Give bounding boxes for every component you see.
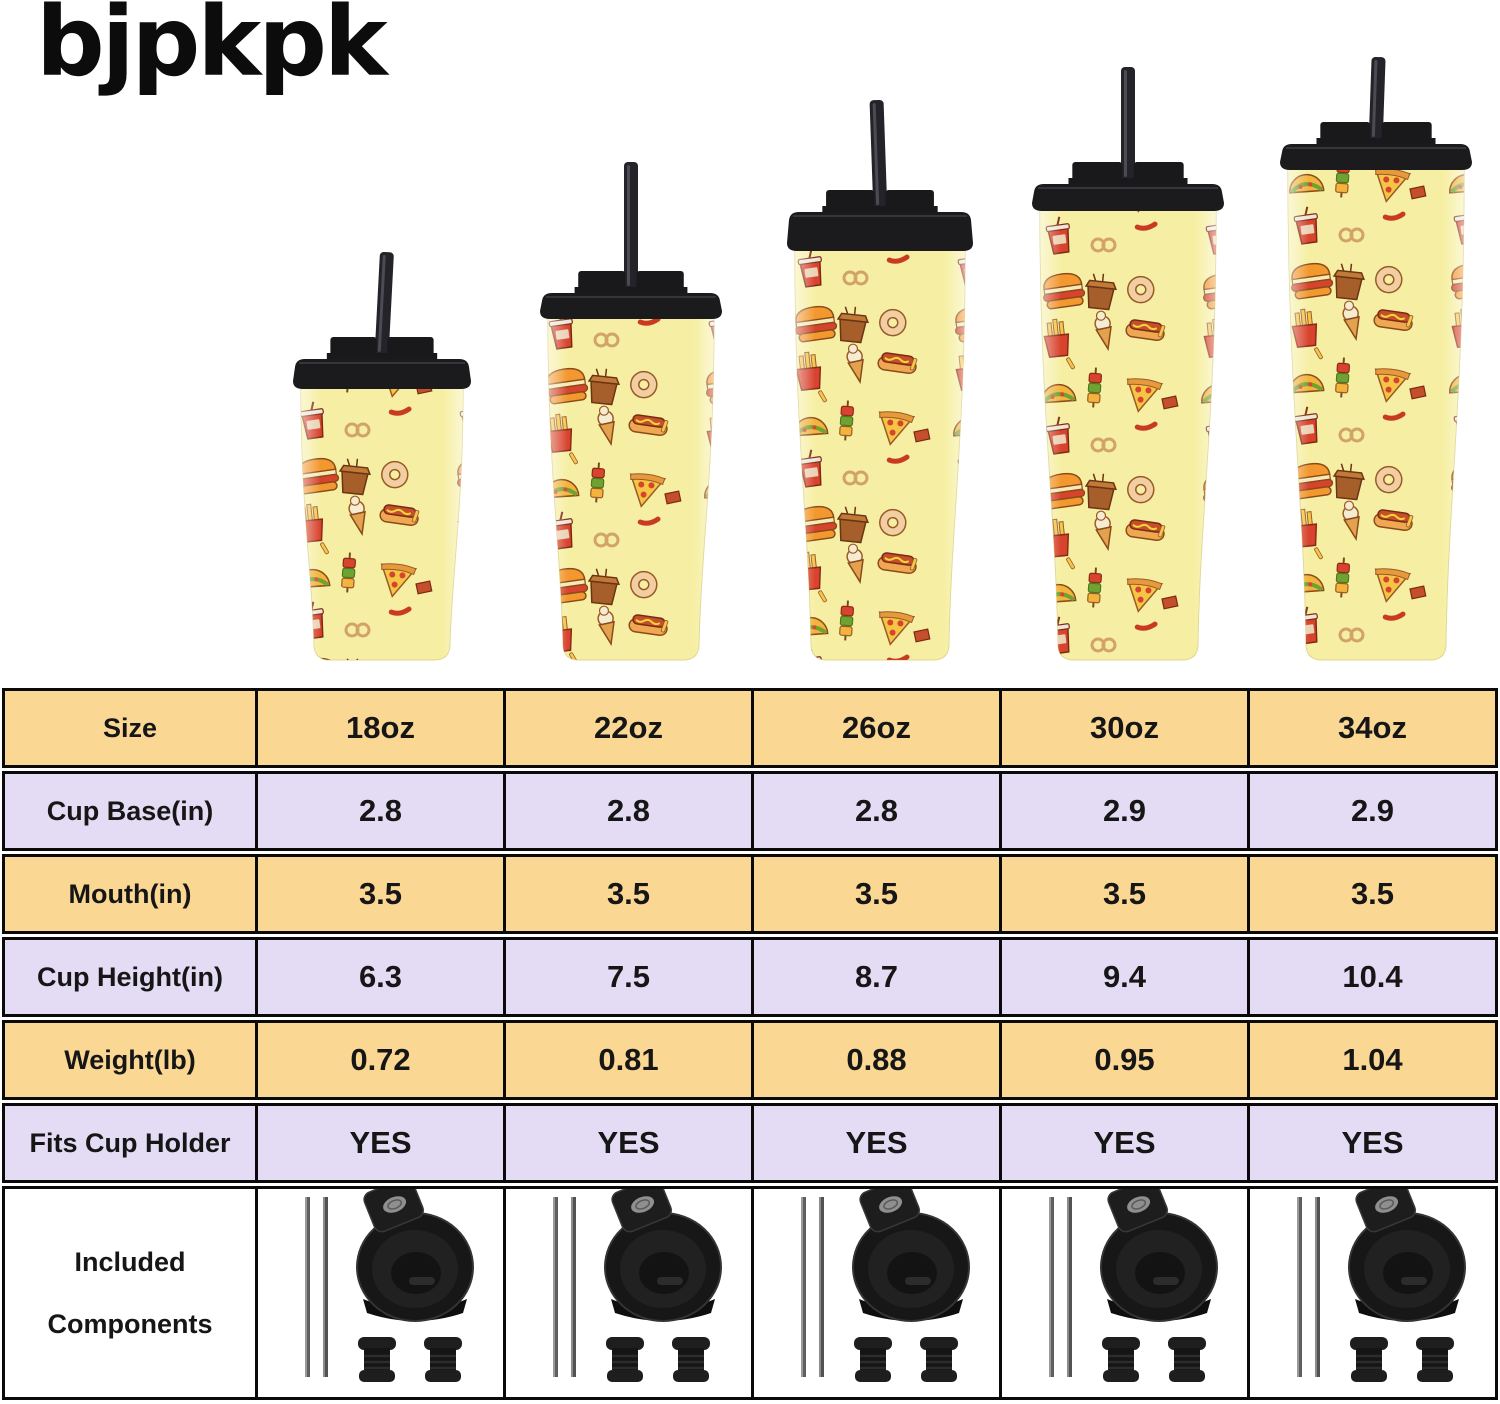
spec-value: 3.5 xyxy=(1002,857,1250,931)
spec-value: 7.5 xyxy=(506,940,754,1014)
spec-value: 8.7 xyxy=(754,940,1002,1014)
spec-value-size-26oz: 26oz xyxy=(754,691,1002,765)
spec-value: 2.8 xyxy=(506,774,754,848)
spec-row-label: Mouth(in) xyxy=(5,857,258,931)
spec-value: 9.4 xyxy=(1002,940,1250,1014)
spec-row-label: Included Components xyxy=(5,1189,258,1397)
spec-value: 3.5 xyxy=(506,857,754,931)
spec-value: 0.81 xyxy=(506,1023,754,1097)
spec-value: 10.4 xyxy=(1342,959,1403,994)
tumbler-image-34oz xyxy=(1276,55,1476,667)
spec-row-label: Cup Base(in) xyxy=(5,774,258,848)
spec-value: YES xyxy=(1002,1106,1250,1180)
spec-value: 0.95 xyxy=(1002,1023,1250,1097)
spec-value: 6.3 xyxy=(258,940,506,1014)
included-components-cell-30oz xyxy=(1002,1177,1250,1397)
spec-value-size-30oz: 30oz xyxy=(1002,691,1250,765)
spec-value-size-22oz: 22oz xyxy=(506,691,754,765)
included-components-cell-34oz xyxy=(1250,1177,1495,1397)
spec-value: 0.72 xyxy=(258,1023,506,1097)
spec-value: YES xyxy=(506,1106,754,1180)
spec-value: 3.5 xyxy=(258,857,506,931)
tumbler-image-18oz xyxy=(282,250,482,667)
included-components-cell-22oz xyxy=(506,1177,754,1397)
spec-row-size: Size 18oz 22oz 26oz 30oz 34oz xyxy=(2,688,1498,768)
spec-value: 2.9 xyxy=(1002,774,1250,848)
straws-lid-stoppers-icon xyxy=(259,1177,503,1397)
spec-row-label: Fits Cup Holder xyxy=(5,1106,258,1180)
spec-row-cup-height: Cup Height(in) 6.3 7.5 8.7 9.4 10.4 xyxy=(2,937,1498,1017)
brand-logo: bjpkpk xyxy=(36,0,388,98)
spec-value: 2.9 xyxy=(1350,793,1395,828)
spec-row-weight: Weight(lb) 0.72 0.81 0.88 0.95 1.04 xyxy=(2,1020,1498,1100)
spec-row-label: Weight(lb) xyxy=(5,1023,258,1097)
included-components-cell-18oz xyxy=(258,1177,506,1397)
spec-value: 0.88 xyxy=(754,1023,1002,1097)
tumbler-image-22oz xyxy=(531,160,731,667)
spec-table: Size 18oz 22oz 26oz 30oz 34oz Cup Base(i… xyxy=(2,688,1498,1400)
spec-row-cup-base: Cup Base(in) 2.8 2.8 2.8 2.9 2.9 xyxy=(2,771,1498,851)
spec-value: YES xyxy=(258,1106,506,1180)
straws-lid-stoppers-icon xyxy=(1251,1177,1495,1397)
spec-row-included-components: Included Components xyxy=(2,1177,1498,1400)
spec-row-label: Cup Height(in) xyxy=(5,940,258,1014)
spec-row-fits-cup-holder: Fits Cup Holder YES YES YES YES YES xyxy=(2,1103,1498,1183)
spec-value: 3.5 xyxy=(754,857,1002,931)
included-components-cell-26oz xyxy=(754,1177,1002,1397)
spec-row-label: Size xyxy=(5,691,258,765)
straws-lid-stoppers-icon xyxy=(1003,1177,1247,1397)
spec-value: 2.8 xyxy=(754,774,1002,848)
spec-value: 3.5 xyxy=(1350,876,1395,911)
straws-lid-stoppers-icon xyxy=(755,1177,999,1397)
spec-value: 1.04 xyxy=(1342,1042,1403,1077)
tumbler-image-26oz xyxy=(780,98,980,667)
spec-value: YES xyxy=(1341,1125,1404,1160)
straws-lid-stoppers-icon xyxy=(507,1177,751,1397)
spec-value-size-34oz: 34oz xyxy=(1338,710,1407,745)
spec-value-size-18oz: 18oz xyxy=(258,691,506,765)
spec-value: YES xyxy=(754,1106,1002,1180)
tumbler-image-30oz xyxy=(1028,65,1228,667)
spec-row-mouth: Mouth(in) 3.5 3.5 3.5 3.5 3.5 xyxy=(2,854,1498,934)
product-hero xyxy=(0,0,1500,688)
spec-value: 2.8 xyxy=(258,774,506,848)
